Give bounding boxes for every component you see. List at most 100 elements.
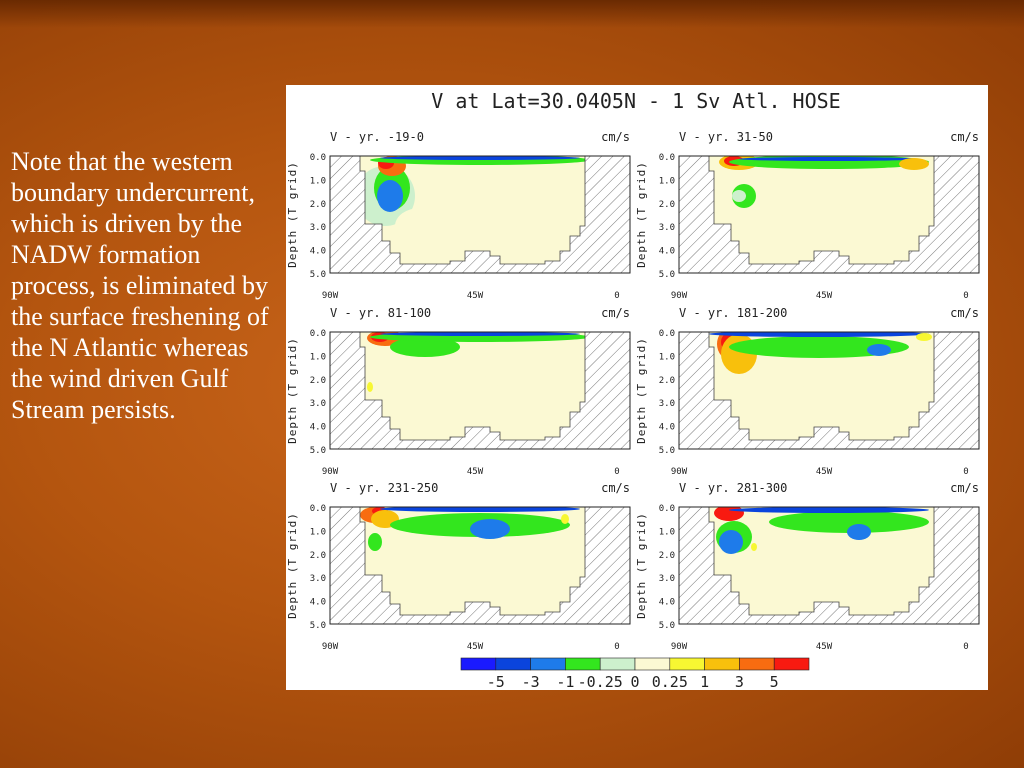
basin-outline bbox=[708, 331, 935, 441]
contour-region bbox=[395, 208, 445, 244]
ocean-section bbox=[709, 332, 934, 440]
y-tick-label: 5.0 bbox=[659, 270, 675, 280]
contour-region bbox=[739, 157, 919, 161]
y-tick-label: 5.0 bbox=[310, 270, 326, 280]
colorbar-label: 5 bbox=[770, 673, 779, 690]
y-tick-label: 0.0 bbox=[659, 329, 675, 339]
contour-region bbox=[367, 382, 373, 392]
colorbar-label: 3 bbox=[735, 673, 744, 690]
colorbar-label: 1 bbox=[700, 673, 709, 690]
y-axis-label: Depth (T grid) bbox=[286, 512, 299, 619]
x-tick-label: 0 bbox=[614, 467, 619, 477]
x-tick-label: 45W bbox=[816, 642, 833, 652]
y-tick-label: 3.0 bbox=[659, 223, 675, 233]
y-tick-label: 5.0 bbox=[310, 446, 326, 456]
contour-region bbox=[732, 190, 746, 202]
y-axis-label: Depth (T grid) bbox=[635, 337, 648, 444]
figure-canvas: V at Lat=30.0405N - 1 Sv Atl. HOSE V - y… bbox=[286, 89, 980, 690]
x-tick-label: 45W bbox=[467, 467, 484, 477]
y-tick-label: 2.0 bbox=[310, 200, 326, 210]
panel-frame bbox=[329, 506, 631, 625]
contour-region bbox=[789, 382, 869, 422]
colorbar-swatch bbox=[565, 657, 601, 671]
colorbar-label: -5 bbox=[487, 673, 505, 690]
contour-panel: V - yr. -19-0 cm/s 0.0 1.0 2.0 3.0 4.0 5.0 90W 45… bbox=[286, 130, 631, 301]
contour-region bbox=[380, 332, 580, 336]
contour-panel: V - yr. 81-100 cm/s 0.0 1.0 2.0 3.0 4.0 5.0 90W 4… bbox=[286, 306, 631, 477]
colorbar-label: 0.25 bbox=[652, 673, 688, 690]
y-tick-label: 1.0 bbox=[659, 176, 675, 186]
x-tick-label: 45W bbox=[467, 642, 484, 652]
contour-region bbox=[470, 519, 510, 539]
panel-units: cm/s bbox=[601, 306, 630, 320]
contour-region bbox=[769, 511, 929, 533]
colorbar-swatch bbox=[739, 657, 775, 671]
x-tick-label: 90W bbox=[322, 291, 339, 301]
basin-outline bbox=[359, 506, 586, 616]
x-tick-label: 0 bbox=[963, 291, 968, 301]
contour-region bbox=[899, 158, 929, 170]
panel-frame bbox=[329, 331, 631, 450]
contour-region bbox=[729, 507, 929, 513]
contour-region bbox=[380, 156, 580, 160]
contour-region bbox=[410, 542, 490, 592]
x-tick-label: 90W bbox=[322, 642, 339, 652]
contour-region bbox=[368, 533, 382, 551]
y-tick-label: 0.0 bbox=[310, 504, 326, 514]
y-tick-label: 2.0 bbox=[310, 551, 326, 561]
colorbar-swatch bbox=[530, 657, 566, 671]
slide-caption: Note that the western boundary undercurr… bbox=[11, 147, 269, 424]
y-tick-label: 1.0 bbox=[659, 352, 675, 362]
x-tick-label: 45W bbox=[816, 291, 833, 301]
model-figure: V at Lat=30.0405N - 1 Sv Atl. HOSE V - y… bbox=[286, 85, 988, 690]
panel-frame bbox=[678, 506, 980, 625]
figure-title: V at Lat=30.0405N - 1 Sv Atl. HOSE bbox=[431, 89, 840, 113]
contour-region bbox=[729, 336, 909, 358]
colorbar-swatch bbox=[704, 657, 740, 671]
contour-region bbox=[561, 514, 569, 524]
contour-region bbox=[751, 543, 757, 551]
contour-panel: V - yr. 181-200 cm/s 0.0 1.0 2.0 3.0 4.0 5.0 90W… bbox=[635, 306, 980, 477]
colorbar-swatch bbox=[495, 657, 531, 671]
y-tick-label: 3.0 bbox=[659, 574, 675, 584]
colorbar-label: -0.25 bbox=[578, 673, 623, 690]
contour-region bbox=[390, 337, 460, 357]
colorbar-label: 0 bbox=[630, 673, 639, 690]
ocean-section bbox=[709, 507, 934, 615]
panel-frame bbox=[678, 155, 980, 274]
y-tick-label: 4.0 bbox=[310, 247, 326, 257]
basin-outline bbox=[708, 506, 935, 616]
y-tick-label: 0.0 bbox=[659, 504, 675, 514]
panel-units: cm/s bbox=[950, 306, 979, 320]
y-tick-label: 4.0 bbox=[310, 598, 326, 608]
panel-units: cm/s bbox=[601, 481, 630, 495]
contour-region bbox=[916, 333, 932, 341]
x-tick-label: 0 bbox=[963, 642, 968, 652]
contour-panel: V - yr. 31-50 cm/s 0.0 1.0 2.0 3.0 4.0 5.0 90W 45… bbox=[635, 130, 980, 301]
y-tick-label: 3.0 bbox=[659, 399, 675, 409]
panel-units: cm/s bbox=[601, 130, 630, 144]
panel-label: V - yr. 81-100 bbox=[330, 306, 431, 320]
contour-panel: V - yr. 281-300 cm/s 0.0 1.0 2.0 3.0 4.0 5.0 90W… bbox=[635, 481, 980, 652]
colorbar-swatch bbox=[669, 657, 705, 671]
x-tick-label: 0 bbox=[614, 291, 619, 301]
panel-frame bbox=[678, 331, 980, 450]
ocean-section bbox=[360, 332, 585, 440]
y-tick-label: 4.0 bbox=[659, 423, 675, 433]
contour-region bbox=[779, 557, 859, 597]
contour-region bbox=[377, 180, 403, 212]
y-tick-label: 2.0 bbox=[659, 376, 675, 386]
y-tick-label: 2.0 bbox=[659, 551, 675, 561]
y-tick-label: 3.0 bbox=[310, 399, 326, 409]
y-axis-label: Depth (T grid) bbox=[286, 337, 299, 444]
panel-label: V - yr. 281-300 bbox=[679, 481, 787, 495]
x-tick-label: 0 bbox=[614, 642, 619, 652]
y-tick-label: 1.0 bbox=[310, 527, 326, 537]
colorbar-swatch bbox=[634, 657, 671, 671]
basin-outline bbox=[359, 331, 586, 441]
y-axis-label: Depth (T grid) bbox=[635, 512, 648, 619]
x-tick-label: 90W bbox=[671, 467, 688, 477]
colorbar-label: -1 bbox=[556, 673, 574, 690]
x-tick-label: 90W bbox=[671, 642, 688, 652]
x-tick-label: 90W bbox=[322, 467, 339, 477]
